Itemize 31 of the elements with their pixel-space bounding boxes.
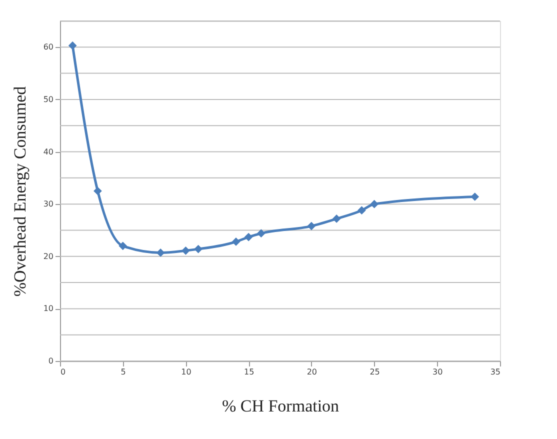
x-tick-label: 30 [432,368,443,376]
point [256,229,266,238]
y-tick-label: 20 [43,252,54,261]
point [307,222,316,230]
x-tick-label: 25 [370,368,380,376]
point [358,206,366,215]
point [182,246,190,255]
x-tick-label: 10 [181,368,192,376]
point [118,242,128,250]
y-axis-title: %Overhead Energy Consumed [10,86,30,297]
point [332,214,341,223]
point [156,248,165,257]
x-tick-label: 35 [490,368,500,376]
y-tick-label: 50 [43,94,54,104]
point [194,244,202,254]
x-tick-label: 15 [244,368,254,376]
y-tick-label: 30 [43,200,54,209]
point [244,232,253,242]
y-tick-label: 0 [48,356,54,366]
y-tick-label: 10 [43,304,54,314]
point [370,200,378,208]
point [232,238,240,246]
y-tick-label: 60 [43,42,54,52]
point [470,192,480,201]
x-tick-label: 20 [306,368,318,376]
x-tick-label: 0 [60,368,66,376]
y-tick-label: 40 [43,147,54,156]
point [68,41,77,50]
point [94,186,102,196]
x-tick-label: 5 [120,368,126,376]
x-axis-title: % CH Formation [222,396,340,416]
